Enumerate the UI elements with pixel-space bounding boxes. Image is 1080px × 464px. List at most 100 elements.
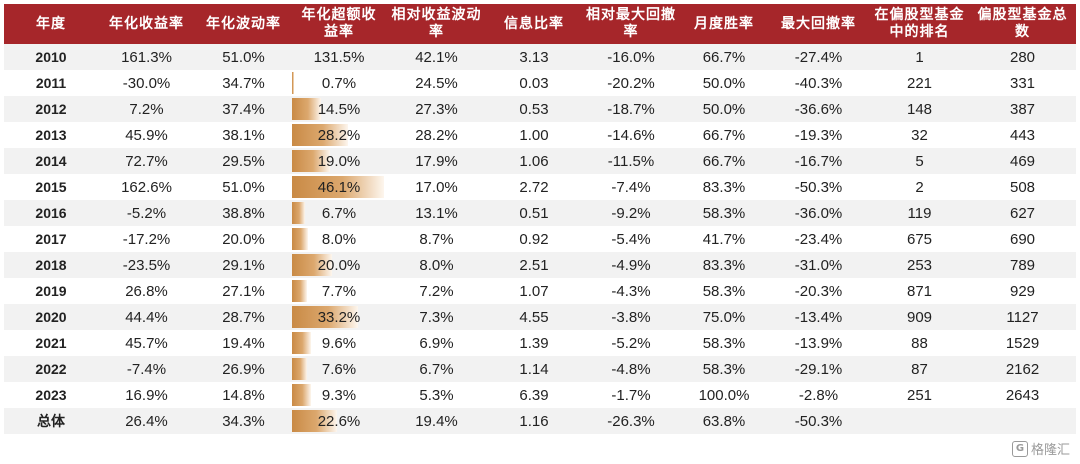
total-funds-cell: 2643 xyxy=(969,382,1076,408)
total-funds-cell: 1127 xyxy=(969,304,1076,330)
relative-max-drawdown-cell: -11.5% xyxy=(581,148,681,174)
relative-volatility-cell: 19.4% xyxy=(386,408,487,434)
relative-max-drawdown-cell: -5.2% xyxy=(581,330,681,356)
total-funds-cell: 387 xyxy=(969,96,1076,122)
monthly-win-rate-cell: 66.7% xyxy=(681,44,767,70)
fund-performance-table: 年度 年化收益率 年化波动率 年化超额收益率 相对收益波动率 信息比率 相对最大… xyxy=(4,4,1076,434)
excess-return-value: 9.3% xyxy=(321,386,357,404)
year-cell: 2023 xyxy=(4,382,98,408)
total-funds-cell: 443 xyxy=(969,122,1076,148)
monthly-win-rate-cell: 66.7% xyxy=(681,122,767,148)
excess-return-cell: 131.5% xyxy=(292,44,386,70)
excess-return-bar xyxy=(292,358,308,380)
total-funds-cell: 690 xyxy=(969,226,1076,252)
relative-volatility-cell: 27.3% xyxy=(386,96,487,122)
annual-return-cell: -30.0% xyxy=(98,70,195,96)
excess-return-value: 9.6% xyxy=(321,334,357,352)
max-drawdown-cell: -50.3% xyxy=(767,408,870,434)
annual-return-cell: -5.2% xyxy=(98,200,195,226)
table-row: 2011 -30.0% 34.7% 0.7% 24.5% 0.03 -20.2% 50.0% -… xyxy=(4,70,1076,96)
total-funds-cell: 508 xyxy=(969,174,1076,200)
header-excess-return: 年化超额收益率 xyxy=(292,4,386,44)
annual-volatility-cell: 20.0% xyxy=(195,226,292,252)
relative-volatility-cell: 7.2% xyxy=(386,278,487,304)
excess-return-bar xyxy=(292,124,349,146)
information-ratio-cell: 6.39 xyxy=(487,382,581,408)
max-drawdown-cell: -50.3% xyxy=(767,174,870,200)
information-ratio-cell: 1.07 xyxy=(487,278,581,304)
year-cell: 2011 xyxy=(4,70,98,96)
excess-return-bar xyxy=(292,72,294,94)
rank-cell: 909 xyxy=(870,304,969,330)
excess-return-bar xyxy=(292,176,384,198)
year-cell: 2012 xyxy=(4,96,98,122)
annual-volatility-cell: 51.0% xyxy=(195,174,292,200)
watermark: G 格隆汇 xyxy=(1011,439,1070,458)
information-ratio-cell: 1.14 xyxy=(487,356,581,382)
annual-return-cell: 7.2% xyxy=(98,96,195,122)
information-ratio-cell: 1.06 xyxy=(487,148,581,174)
annual-return-cell: 72.7% xyxy=(98,148,195,174)
table-row: 2016 -5.2% 38.8% 6.7% 13.1% 0.51 -9.2% 58.3% -36… xyxy=(4,200,1076,226)
year-cell: 2021 xyxy=(4,330,98,356)
total-funds-cell: 1529 xyxy=(969,330,1076,356)
rank-cell: 675 xyxy=(870,226,969,252)
monthly-win-rate-cell: 63.8% xyxy=(681,408,767,434)
total-funds-cell: 627 xyxy=(969,200,1076,226)
header-annual-volatility: 年化波动率 xyxy=(195,4,292,44)
monthly-win-rate-cell: 50.0% xyxy=(681,96,767,122)
relative-max-drawdown-cell: -26.3% xyxy=(581,408,681,434)
annual-volatility-cell: 26.9% xyxy=(195,356,292,382)
excess-return-value: 19.0% xyxy=(317,152,361,170)
excess-return-value: 7.7% xyxy=(321,282,357,300)
information-ratio-cell: 1.39 xyxy=(487,330,581,356)
year-cell: 2010 xyxy=(4,44,98,70)
monthly-win-rate-cell: 75.0% xyxy=(681,304,767,330)
annual-return-cell: 26.4% xyxy=(98,408,195,434)
excess-return-value: 22.6% xyxy=(317,412,361,430)
relative-volatility-cell: 8.7% xyxy=(386,226,487,252)
annual-volatility-cell: 37.4% xyxy=(195,96,292,122)
annual-return-cell: 45.9% xyxy=(98,122,195,148)
monthly-win-rate-cell: 66.7% xyxy=(681,148,767,174)
excess-return-cell: 22.6% xyxy=(292,408,386,434)
relative-max-drawdown-cell: -4.9% xyxy=(581,252,681,278)
total-funds-cell: 331 xyxy=(969,70,1076,96)
information-ratio-cell: 3.13 xyxy=(487,44,581,70)
excess-return-cell: 28.2% xyxy=(292,122,386,148)
excess-return-bar xyxy=(292,202,306,224)
excess-return-bar xyxy=(292,306,359,328)
annual-return-cell: 26.8% xyxy=(98,278,195,304)
table-header: 年度 年化收益率 年化波动率 年化超额收益率 相对收益波动率 信息比率 相对最大… xyxy=(4,4,1076,44)
monthly-win-rate-cell: 83.3% xyxy=(681,252,767,278)
excess-return-bar xyxy=(292,98,321,120)
information-ratio-cell: 4.55 xyxy=(487,304,581,330)
relative-volatility-cell: 6.7% xyxy=(386,356,487,382)
excess-return-cell: 7.7% xyxy=(292,278,386,304)
table-row: 2019 26.8% 27.1% 7.7% 7.2% 1.07 -4.3% 58.3% -20.… xyxy=(4,278,1076,304)
table-row: 2015 162.6% 51.0% 46.1% 17.0% 2.72 -7.4% 83.3% -… xyxy=(4,174,1076,200)
total-funds-cell: 2162 xyxy=(969,356,1076,382)
relative-max-drawdown-cell: -1.7% xyxy=(581,382,681,408)
rank-cell: 88 xyxy=(870,330,969,356)
annual-return-cell: -23.5% xyxy=(98,252,195,278)
rank-cell: 253 xyxy=(870,252,969,278)
excess-return-bar xyxy=(292,410,338,432)
information-ratio-cell: 1.00 xyxy=(487,122,581,148)
excess-return-bar xyxy=(292,280,308,302)
excess-return-cell: 9.6% xyxy=(292,330,386,356)
table-row: 2022 -7.4% 26.9% 7.6% 6.7% 1.14 -4.8% 58.3% -29.… xyxy=(4,356,1076,382)
annual-return-cell: 161.3% xyxy=(98,44,195,70)
relative-volatility-cell: 28.2% xyxy=(386,122,487,148)
information-ratio-cell: 1.16 xyxy=(487,408,581,434)
information-ratio-cell: 0.92 xyxy=(487,226,581,252)
excess-return-value: 46.1% xyxy=(317,178,361,196)
table-row: 2014 72.7% 29.5% 19.0% 17.9% 1.06 -11.5% 66.7% -… xyxy=(4,148,1076,174)
max-drawdown-cell: -20.3% xyxy=(767,278,870,304)
annual-volatility-cell: 34.3% xyxy=(195,408,292,434)
header-total-funds: 偏股型基金总数 xyxy=(969,4,1076,44)
year-cell: 2019 xyxy=(4,278,98,304)
annual-volatility-cell: 34.7% xyxy=(195,70,292,96)
year-cell: 2017 xyxy=(4,226,98,252)
relative-volatility-cell: 8.0% xyxy=(386,252,487,278)
